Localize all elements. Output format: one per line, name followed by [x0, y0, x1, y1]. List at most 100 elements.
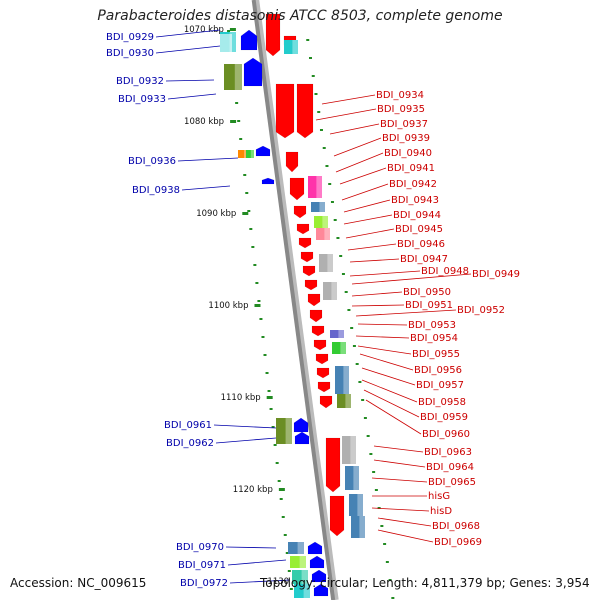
kbp-label: 1090 kbp [196, 209, 236, 219]
annotated-gene [288, 542, 304, 554]
forward-gene-shape [293, 205, 307, 219]
kbp-label: 1070 kbp [184, 25, 224, 35]
gene-label-right: BDI_0959 [420, 412, 468, 423]
annotated-gene-shade [350, 436, 356, 464]
leader-line [351, 304, 405, 307]
forward-gene-shape [315, 353, 329, 365]
scale-tick [336, 237, 340, 239]
annotated-gene-shade [316, 176, 322, 198]
forward-gene-shape [311, 325, 325, 337]
forward-gene [315, 353, 329, 365]
forward-gene [289, 177, 305, 201]
gene-label-left: BDI_0970 [176, 542, 224, 553]
annotated-gene [323, 282, 337, 300]
gene-label-right: BDI_0952 [457, 305, 505, 316]
gene-label-left: BDI_0929 [106, 32, 154, 43]
annotated-gene [284, 40, 298, 54]
forward-gene [311, 325, 325, 337]
gene-label-right: BDI_0944 [393, 210, 441, 221]
annotated-gene [294, 584, 310, 598]
gene-label-right: BDI_0935 [377, 104, 425, 115]
forward-gene [265, 13, 281, 57]
gene-label-left: BDI_0932 [116, 76, 164, 87]
annotated-gene-shade [331, 282, 337, 300]
scale-tick [374, 489, 378, 491]
gene-label-right: hisD [430, 506, 452, 517]
annotated-gene [335, 366, 349, 394]
scale-tick [344, 291, 348, 293]
scale-tick [358, 381, 362, 383]
scale-tick [255, 282, 259, 284]
reverse-gene [255, 145, 271, 157]
annotated-gene-shade [343, 366, 349, 394]
scale-tick [317, 111, 321, 113]
annotated-gene-shape [337, 394, 351, 408]
annotated-gene-shape [224, 64, 242, 90]
reverse-gene-shape [261, 177, 275, 185]
annotated-gene-shape [323, 282, 337, 300]
forward-gene-shape [329, 495, 345, 537]
forward-gene [285, 151, 299, 173]
annotated-gene-shape [294, 584, 310, 598]
gene-label-left: BDI_0938 [132, 185, 180, 196]
scale-tick [350, 327, 354, 329]
annotated-gene [319, 254, 333, 272]
reverse-gene [311, 569, 327, 583]
leader-line [371, 477, 428, 483]
gene-label-right: BDI_0965 [428, 477, 476, 488]
scale-tick [369, 453, 373, 455]
reverse-gene-shape [313, 583, 329, 597]
annotated-gene-shape [351, 516, 365, 538]
reverse-gene-shape [243, 57, 263, 87]
reverse-gene [307, 541, 323, 555]
scale-tick [267, 390, 271, 392]
annotated-gene-shade [301, 570, 308, 584]
annotated-gene-shape [314, 216, 328, 228]
forward-gene [313, 339, 327, 351]
forward-gene [317, 381, 331, 393]
scale-tick [311, 75, 315, 77]
forward-gene-shape [285, 151, 299, 173]
leader-line [225, 546, 277, 549]
scale-tick [251, 246, 255, 248]
annotated-gene [337, 394, 351, 408]
accession-text: Accession: NC_009615 [10, 576, 147, 590]
forward-gene-shape [265, 13, 281, 57]
annotated-gene-shape [238, 150, 248, 158]
forward-gene [309, 309, 323, 323]
scale-tick [347, 309, 351, 311]
leader-line [361, 379, 418, 403]
scale-tick [388, 579, 392, 581]
scale-tick [361, 399, 365, 401]
scale-tick [287, 570, 291, 572]
annotated-gene [224, 64, 242, 90]
scale-tick [306, 39, 310, 41]
scale-tick [289, 588, 293, 590]
gene-label-right: BDI_0964 [426, 462, 474, 473]
kbp-label: 1130 [267, 577, 289, 587]
forward-gene [302, 265, 316, 277]
gene-label-right: BDI_0950 [403, 287, 451, 298]
gene-label-right: BDI_0951 [405, 300, 453, 311]
annotated-gene-shade [292, 40, 298, 54]
page-title: Parabacteroides distasonis ATCC 8503, co… [97, 8, 503, 24]
scale-tick [245, 192, 249, 194]
scale-tick [372, 471, 376, 473]
leader-line [345, 228, 395, 239]
kbp-label: 1110 kbp [221, 393, 261, 403]
leader-line [377, 529, 434, 543]
forward-gene-shape [319, 395, 333, 409]
leader-line [227, 559, 287, 566]
leader-line [373, 445, 424, 453]
forward-gene-shape [317, 381, 331, 393]
annotated-gene-shade [322, 216, 328, 228]
gene-label-left: BDI_0936 [128, 156, 176, 167]
forward-gene-shape [296, 83, 314, 139]
forward-gene-shape [289, 177, 305, 201]
gene-label-right: BDI_0941 [387, 163, 435, 174]
scale-tick [391, 597, 395, 599]
forward-gene [296, 83, 314, 139]
scale-tick [273, 444, 277, 446]
leader-line [155, 29, 221, 38]
reverse-gene-shape [240, 29, 258, 51]
